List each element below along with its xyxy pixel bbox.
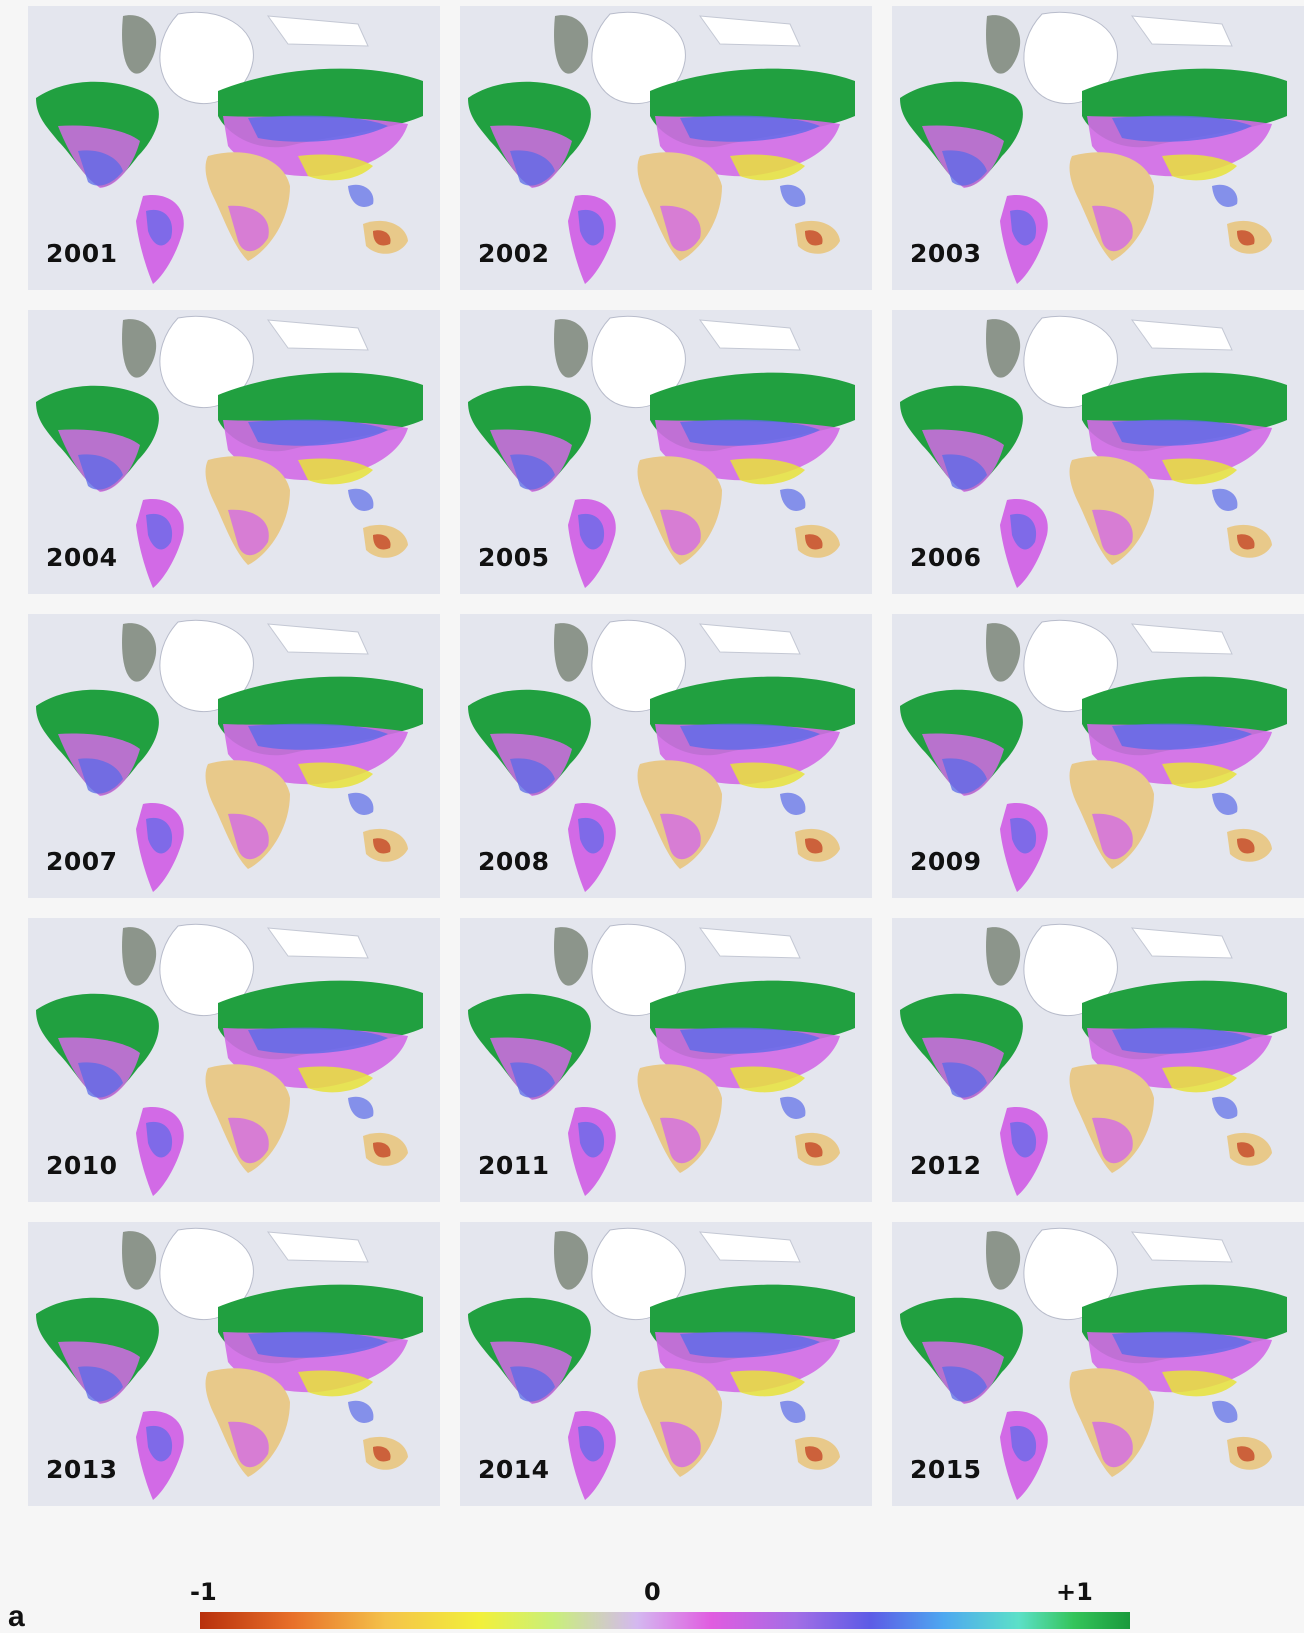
map-panel-2008: 2008	[460, 614, 872, 898]
world-map-2007	[28, 614, 440, 898]
map-panel-2001: 2001	[28, 6, 440, 290]
world-map-2015	[892, 1222, 1304, 1506]
year-label-2004: 2004	[46, 543, 118, 572]
world-map-2010	[28, 918, 440, 1202]
map-panel-2004: 2004	[28, 310, 440, 594]
map-panel-2002: 2002	[460, 6, 872, 290]
map-panel-2006: 2006	[892, 310, 1304, 594]
map-panel-2015: 2015	[892, 1222, 1304, 1506]
year-label-2010: 2010	[46, 1151, 118, 1180]
map-panel-2014: 2014	[460, 1222, 872, 1506]
world-map-2001	[28, 6, 440, 290]
year-label-2003: 2003	[910, 239, 982, 268]
map-panel-2011: 2011	[460, 918, 872, 1202]
year-label-2002: 2002	[478, 239, 550, 268]
world-map-2011	[460, 918, 872, 1202]
world-map-2004	[28, 310, 440, 594]
map-panel-2013: 2013	[28, 1222, 440, 1506]
world-map-2005	[460, 310, 872, 594]
map-panel-2003: 2003	[892, 6, 1304, 290]
map-panel-2005: 2005	[460, 310, 872, 594]
world-map-2008	[460, 614, 872, 898]
year-label-2007: 2007	[46, 847, 118, 876]
year-label-2009: 2009	[910, 847, 982, 876]
year-label-2008: 2008	[478, 847, 550, 876]
world-map-2009	[892, 614, 1304, 898]
world-map-2012	[892, 918, 1304, 1202]
map-panel-2010: 2010	[28, 918, 440, 1202]
world-map-2013	[28, 1222, 440, 1506]
world-map-2006	[892, 310, 1304, 594]
world-map-2014	[460, 1222, 872, 1506]
colorbar-mid-label: 0	[644, 1578, 661, 1606]
year-label-2015: 2015	[910, 1455, 982, 1484]
year-label-2005: 2005	[478, 543, 550, 572]
world-map-2003	[892, 6, 1304, 290]
colorbar-max-label: +1	[1056, 1578, 1093, 1606]
colorbar	[200, 1612, 1130, 1629]
panel-letter: a	[8, 1600, 25, 1633]
world-map-2002	[460, 6, 872, 290]
year-label-2012: 2012	[910, 1151, 982, 1180]
year-label-2011: 2011	[478, 1151, 550, 1180]
map-panel-2007: 2007	[28, 614, 440, 898]
year-label-2014: 2014	[478, 1455, 550, 1484]
year-label-2006: 2006	[910, 543, 982, 572]
map-panel-2009: 2009	[892, 614, 1304, 898]
year-label-2013: 2013	[46, 1455, 118, 1484]
colorbar-min-label: -1	[190, 1578, 217, 1606]
year-label-2001: 2001	[46, 239, 118, 268]
map-panel-2012: 2012	[892, 918, 1304, 1202]
